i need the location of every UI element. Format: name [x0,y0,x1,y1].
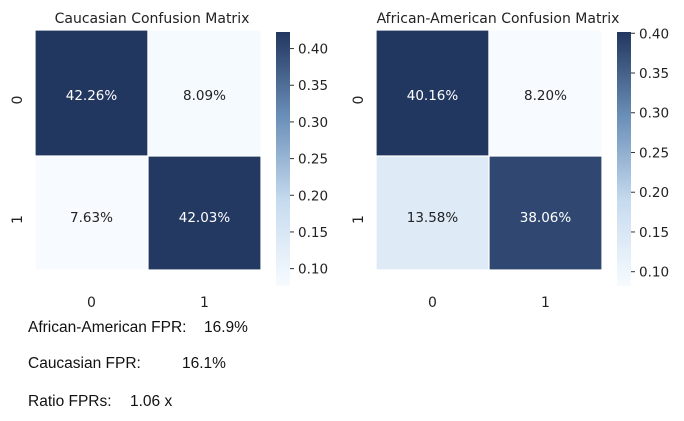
colorbar-tick-label: 0.40 [298,42,328,58]
colorbar-tick-label: 0.40 [639,26,669,42]
cell-value-label: 8.20% [524,88,567,104]
colorbar-tick-label: 0.10 [639,265,669,281]
fpr-ratio-value: 1.06 x [130,393,173,410]
aa-fpr-value: 16.9% [204,319,248,336]
x-tick-label: 0 [428,295,437,311]
colorbar-tick-label: 0.20 [298,188,328,204]
colorbar-tick-label: 0.15 [298,225,328,241]
heatmap-cell [488,29,603,158]
cell-value-label: 7.63% [70,210,113,226]
colorbar-tick-label: 0.15 [639,225,669,241]
heatmap-cell [147,29,262,158]
caucasian-fpr-stat: Caucasian FPR: 16.1% [28,355,226,373]
y-tick-label: 1 [10,215,26,224]
cell-value-label: 13.58% [407,210,459,226]
cell-value-label: 42.26% [66,88,118,104]
y-tick-label: 0 [10,96,26,105]
heatmap-cell [375,29,490,158]
y-tick-label: 0 [351,96,367,105]
heatmap-cell [34,155,149,271]
heatmap-cell [147,155,262,271]
heatmap-cell [375,155,490,271]
colorbar-tick-label: 0.10 [298,262,328,278]
colorbar-tick-label: 0.20 [639,185,669,201]
x-tick-label: 1 [200,295,209,311]
cell-value-label: 8.09% [183,88,226,104]
fpr-ratio-label: Ratio FPRs: [28,393,112,410]
colorbar-tick-label: 0.30 [639,106,669,122]
fpr-ratio-stat: Ratio FPRs: 1.06 x [28,393,172,411]
cell-value-label: 40.16% [407,88,459,104]
colorbar [617,32,631,286]
colorbar-tick-label: 0.25 [639,145,669,161]
aa-fpr-stat: African-American FPR: 16.9% [28,319,248,337]
cell-value-label: 42.03% [179,210,231,226]
x-tick-label: 1 [541,295,550,311]
colorbar-tick-label: 0.35 [298,78,328,94]
heatmap-0: Caucasian Confusion Matrix 42.26% 8.09% 7.6… [10,11,328,311]
chart-title: African-American Confusion Matrix [377,11,620,27]
chart-title: Caucasian Confusion Matrix [55,11,250,27]
colorbar [276,32,290,286]
colorbar-tick-label: 0.35 [639,66,669,82]
caucasian-fpr-value: 16.1% [182,355,226,372]
x-tick-label: 0 [87,295,96,311]
cell-value-label: 38.06% [520,210,572,226]
y-tick-label: 1 [351,215,367,224]
heatmap-cell [488,155,603,271]
aa-fpr-label: African-American FPR: [28,319,187,336]
colorbar-tick-label: 0.30 [298,115,328,131]
heatmap-1: African-American Confusion Matrix 40.16% 8… [351,11,669,311]
colorbar-tick-label: 0.25 [298,152,328,168]
caucasian-fpr-label: Caucasian FPR: [28,355,141,372]
